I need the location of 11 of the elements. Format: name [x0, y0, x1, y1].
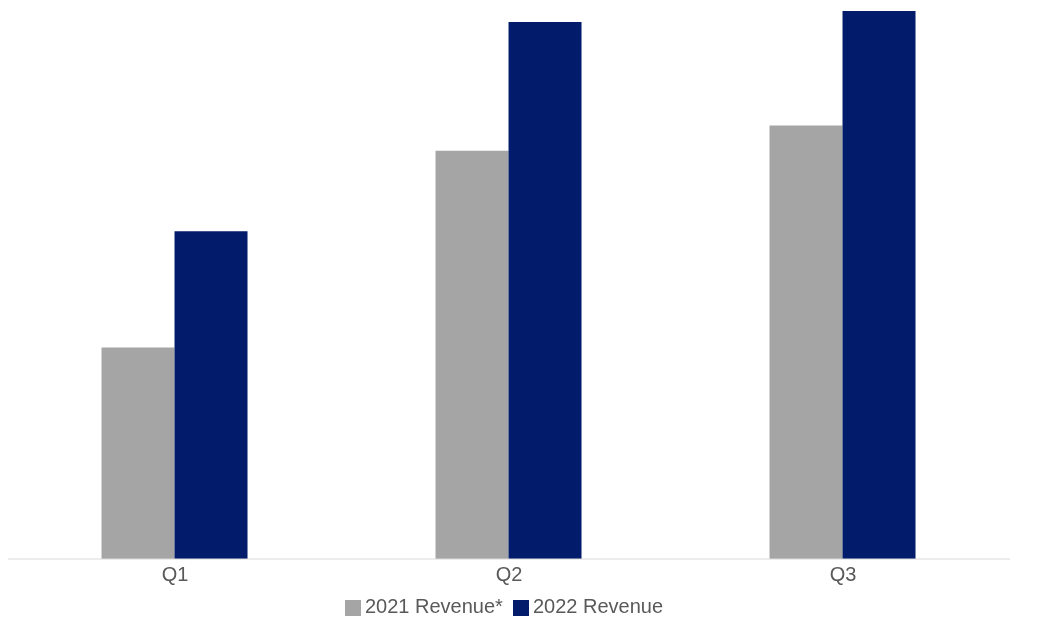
- bar: [435, 150, 509, 559]
- x-tick-label: Q2: [495, 563, 523, 586]
- bar: [769, 125, 843, 559]
- bar: [101, 347, 175, 559]
- legend-label: 2021 Revenue*: [365, 595, 503, 617]
- bar: [508, 21, 582, 559]
- bar: [174, 231, 248, 559]
- x-tick-label: Q3: [829, 563, 857, 586]
- bar: [842, 11, 916, 559]
- x-tick-label: Q1: [161, 563, 189, 586]
- legend-label: 2022 Revenue: [532, 595, 663, 617]
